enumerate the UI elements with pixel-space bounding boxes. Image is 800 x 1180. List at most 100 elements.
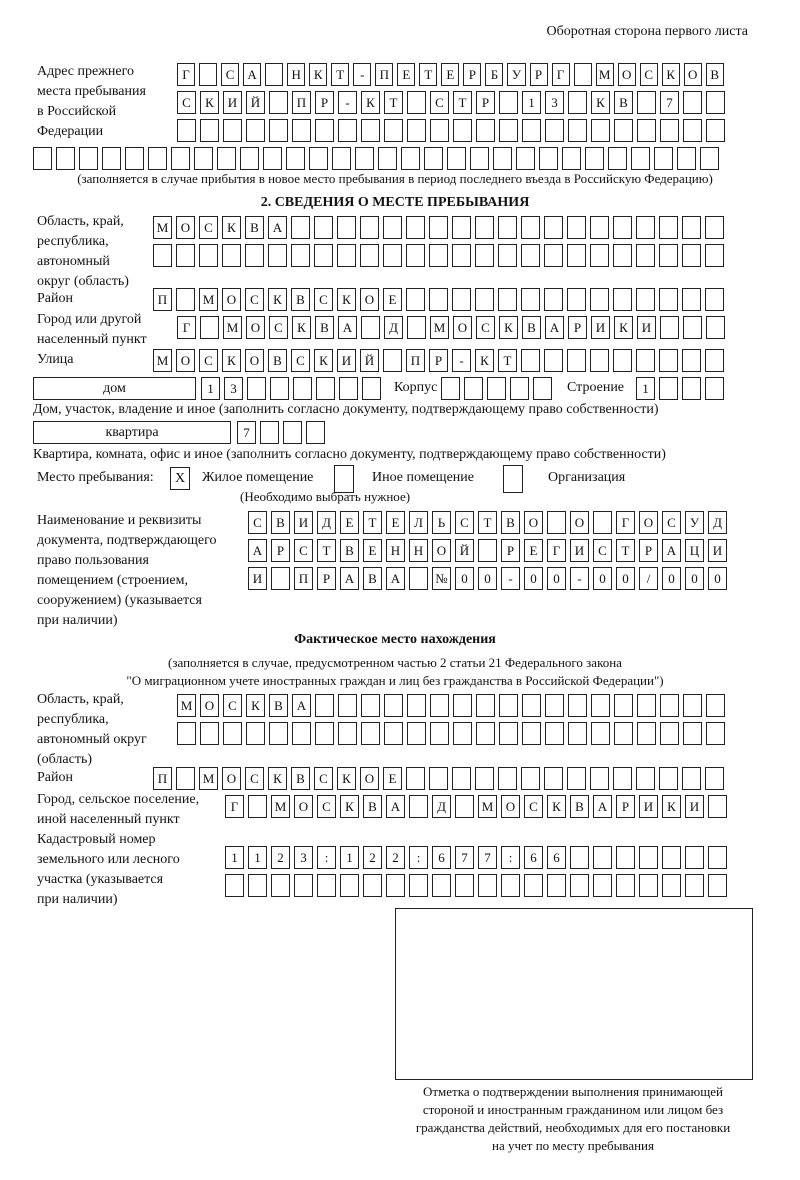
char-cell[interactable] [659,349,678,372]
char-cell[interactable]: С [476,316,495,339]
char-cell[interactable]: 0 [524,567,543,590]
char-cell[interactable] [453,694,472,717]
char-cell[interactable] [406,216,425,239]
char-cell[interactable]: Е [383,767,402,790]
char-cell[interactable] [200,316,219,339]
char-cell[interactable] [499,91,518,114]
char-cell[interactable]: Й [246,91,265,114]
char-cell[interactable]: 0 [547,567,566,590]
char-cell[interactable]: Е [397,63,416,86]
char-cell[interactable]: 0 [662,567,681,590]
char-cell[interactable]: И [570,539,589,562]
char-cell[interactable] [522,722,541,745]
char-cell[interactable] [522,119,541,142]
char-cell[interactable] [268,244,287,267]
char-cell[interactable]: Д [384,316,403,339]
char-cell[interactable] [545,119,564,142]
char-cell[interactable]: 3 [294,846,313,869]
char-cell[interactable] [498,288,517,311]
char-cell[interactable] [613,288,632,311]
char-cell[interactable] [338,694,357,717]
char-cell[interactable]: Е [363,539,382,562]
char-cell[interactable]: Т [478,511,497,534]
char-cell[interactable] [660,722,679,745]
char-cell[interactable] [248,874,267,897]
char-cell[interactable] [271,874,290,897]
flat-number-row[interactable]: 7 [237,421,325,444]
char-cell[interactable]: № [432,567,451,590]
char-cell[interactable]: А [545,316,564,339]
char-cell[interactable]: Н [287,63,306,86]
char-cell[interactable]: 0 [708,567,727,590]
char-cell[interactable] [685,874,704,897]
char-cell[interactable] [470,147,489,170]
char-cell[interactable] [406,244,425,267]
char-cell[interactable] [401,147,420,170]
char-cell[interactable] [476,119,495,142]
char-cell[interactable] [659,216,678,239]
char-cell[interactable] [706,316,725,339]
char-cell[interactable] [682,349,701,372]
char-cell[interactable]: О [200,694,219,717]
char-cell[interactable] [498,244,517,267]
char-cell[interactable] [706,722,725,745]
char-cell[interactable]: М [223,316,242,339]
korpus-row[interactable] [441,377,552,400]
char-cell[interactable] [636,288,655,311]
char-cell[interactable] [337,244,356,267]
char-cell[interactable]: 7 [237,421,256,444]
char-cell[interactable]: М [478,795,497,818]
char-cell[interactable]: К [314,349,333,372]
char-cell[interactable] [291,216,310,239]
char-cell[interactable] [593,874,612,897]
char-cell[interactable] [567,767,586,790]
char-cell[interactable] [56,147,75,170]
char-cell[interactable] [361,316,380,339]
char-cell[interactable]: 7 [478,846,497,869]
char-cell[interactable] [590,349,609,372]
char-cell[interactable]: О [176,216,195,239]
char-cell[interactable] [682,288,701,311]
checkbox-residential[interactable]: X [170,467,190,490]
char-cell[interactable] [499,722,518,745]
char-cell[interactable] [314,244,333,267]
char-cell[interactable]: И [294,511,313,534]
char-cell[interactable]: О [453,316,472,339]
char-cell[interactable] [683,119,702,142]
char-cell[interactable]: В [363,795,382,818]
char-cell[interactable]: - [570,567,589,590]
char-cell[interactable] [637,694,656,717]
char-cell[interactable]: Г [177,316,196,339]
char-cell[interactable] [533,377,552,400]
char-cell[interactable] [567,349,586,372]
char-cell[interactable] [544,288,563,311]
char-cell[interactable] [524,874,543,897]
char-cell[interactable]: В [570,795,589,818]
char-cell[interactable]: Е [441,63,460,86]
document-row-3[interactable]: И П Р А В А № 0 0-0 0-0 0/0 0 0 [248,567,727,590]
char-cell[interactable] [217,147,236,170]
char-cell[interactable] [314,216,333,239]
char-cell[interactable]: Т [363,511,382,534]
char-cell[interactable]: А [386,567,405,590]
char-cell[interactable] [409,795,428,818]
char-cell[interactable]: Д [708,511,727,534]
char-cell[interactable] [246,119,265,142]
char-cell[interactable]: К [661,63,680,86]
char-cell[interactable] [246,722,265,745]
char-cell[interactable] [475,288,494,311]
char-cell[interactable]: К [246,694,265,717]
char-cell[interactable] [429,767,448,790]
char-cell[interactable]: О [501,795,520,818]
char-cell[interactable] [659,377,678,400]
char-cell[interactable] [662,874,681,897]
char-cell[interactable]: И [337,349,356,372]
char-cell[interactable] [475,244,494,267]
char-cell[interactable] [361,722,380,745]
char-cell[interactable] [441,377,460,400]
char-cell[interactable] [487,377,506,400]
cadastral-row-2[interactable] [225,874,727,897]
char-cell[interactable]: И [248,567,267,590]
char-cell[interactable]: М [177,694,196,717]
